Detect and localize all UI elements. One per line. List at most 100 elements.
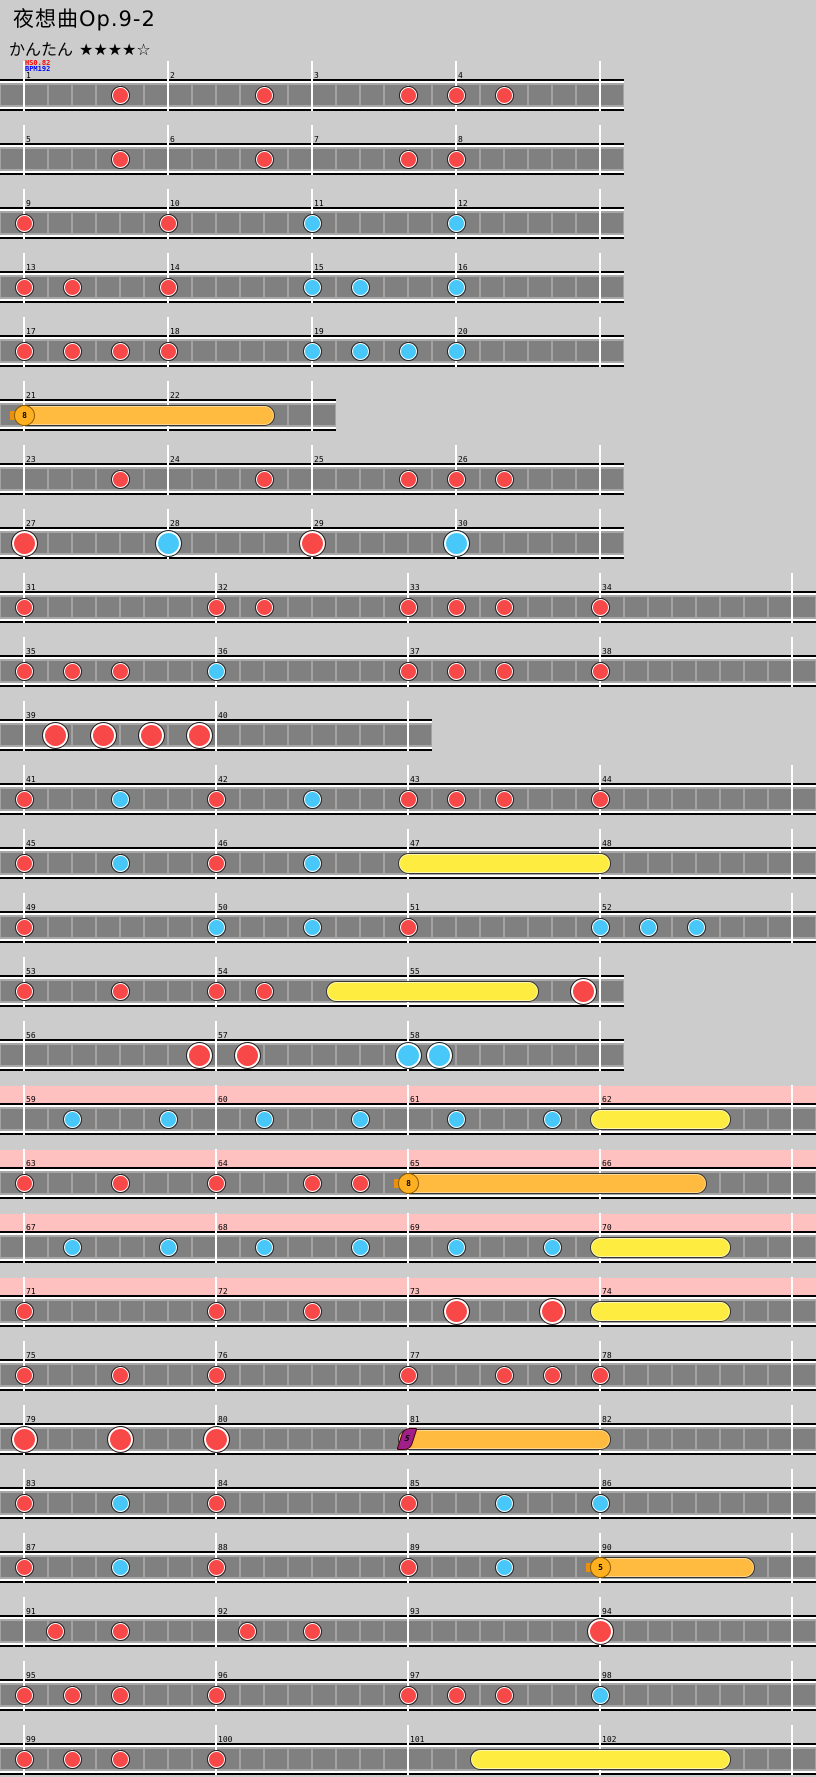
ka-note — [590, 1493, 610, 1513]
ka-note — [446, 277, 466, 297]
lane-band — [0, 1043, 624, 1067]
chart-row: 13 14 15 16 — [0, 253, 816, 305]
measure-number: 21 — [26, 391, 36, 400]
measure-line — [311, 381, 313, 431]
measure-number: 58 — [410, 1031, 420, 1040]
ka-note — [446, 1109, 466, 1129]
measure-number: 11 — [314, 199, 324, 208]
difficulty-label: かんたん — [9, 40, 74, 59]
don-note — [110, 1173, 130, 1193]
chart-row: 35 36 37 38 — [0, 637, 816, 689]
difficulty-stars: ★★★★☆ — [79, 40, 151, 59]
big-don-note — [202, 1425, 230, 1453]
don-note — [590, 789, 610, 809]
measure-number: 71 — [26, 1287, 36, 1296]
don-note — [398, 1557, 418, 1577]
don-note — [398, 85, 418, 105]
don-note — [494, 85, 514, 105]
don-note — [46, 1621, 66, 1641]
measure-number: 44 — [602, 775, 612, 784]
measure-number: 88 — [218, 1543, 228, 1552]
measure-number: 7 — [314, 135, 319, 144]
don-note — [206, 597, 226, 617]
don-note — [446, 85, 466, 105]
measure-line — [23, 61, 25, 111]
measure-number: 64 — [218, 1159, 228, 1168]
big-don-note — [138, 721, 166, 749]
measure-line — [791, 573, 793, 623]
chart-row: 67 68 69 70 — [0, 1213, 816, 1265]
don-note — [446, 661, 466, 681]
chart-row: 1 2 3 4 — [0, 61, 816, 113]
measure-number: 3 — [314, 71, 319, 80]
chart-row: 99 100 101 102 — [0, 1725, 816, 1777]
big-don-note — [442, 1297, 470, 1325]
don-note — [158, 277, 178, 297]
measure-line — [791, 893, 793, 943]
measure-line — [23, 1021, 25, 1071]
don-note — [14, 981, 34, 1001]
measure-number: 56 — [26, 1031, 36, 1040]
measure-line — [791, 1533, 793, 1583]
chart-row: 59 60 61 62 — [0, 1085, 816, 1137]
measure-number: 33 — [410, 583, 420, 592]
measure-line — [407, 1213, 409, 1263]
measure-number: 83 — [26, 1479, 36, 1488]
measure-number: 91 — [26, 1607, 36, 1616]
ka-note — [110, 789, 130, 809]
measure-number: 34 — [602, 583, 612, 592]
chart-row: 63 64 65 66 8 — [0, 1149, 816, 1201]
don-note — [494, 1685, 514, 1705]
don-note — [14, 1173, 34, 1193]
measure-number: 100 — [218, 1735, 233, 1744]
chart-row: 87 88 89 90 5 — [0, 1533, 816, 1585]
don-note — [158, 213, 178, 233]
don-note — [110, 1365, 130, 1385]
balloon-note — [590, 1557, 755, 1578]
measure-number: 75 — [26, 1351, 36, 1360]
don-note — [302, 1621, 322, 1641]
don-note — [14, 917, 34, 937]
measure-line — [167, 61, 169, 111]
song-title: 夜想曲Op.9-2 — [13, 7, 156, 31]
don-note — [110, 1621, 130, 1641]
measure-line — [599, 957, 601, 1007]
difficulty-row: かんたん ★★★★☆ — [9, 36, 157, 60]
measure-number: 65 — [410, 1159, 420, 1168]
ka-note — [302, 789, 322, 809]
measure-line — [599, 509, 601, 559]
don-note — [110, 85, 130, 105]
measure-line — [599, 1021, 601, 1071]
chart-row: 31 32 33 34 — [0, 573, 816, 625]
measure-number: 97 — [410, 1671, 420, 1680]
ka-note — [542, 1109, 562, 1129]
measure-number: 23 — [26, 455, 36, 464]
measure-number: 93 — [410, 1607, 420, 1616]
measure-number: 35 — [26, 647, 36, 656]
chart-row: 41 42 43 44 — [0, 765, 816, 817]
don-note — [494, 1365, 514, 1385]
measure-line — [215, 1021, 217, 1071]
ka-note — [350, 1109, 370, 1129]
chart-row: 53 54 55 — [0, 957, 816, 1009]
measure-number: 87 — [26, 1543, 36, 1552]
measure-number: 50 — [218, 903, 228, 912]
measure-number: 2 — [170, 71, 175, 80]
measure-number: 102 — [602, 1735, 617, 1744]
don-note — [254, 149, 274, 169]
measure-line — [311, 61, 313, 111]
measure-number: 43 — [410, 775, 420, 784]
big-don-note — [10, 1425, 38, 1453]
measure-number: 37 — [410, 647, 420, 656]
don-note — [110, 149, 130, 169]
ka-note — [302, 277, 322, 297]
don-note — [446, 149, 466, 169]
don-note — [206, 1301, 226, 1321]
measure-number: 22 — [170, 391, 180, 400]
measure-number: 70 — [602, 1223, 612, 1232]
measure-line — [791, 1661, 793, 1711]
don-note — [398, 149, 418, 169]
measure-number: 69 — [410, 1223, 420, 1232]
measure-number: 73 — [410, 1287, 420, 1296]
chart-row: 45 46 47 48 — [0, 829, 816, 881]
